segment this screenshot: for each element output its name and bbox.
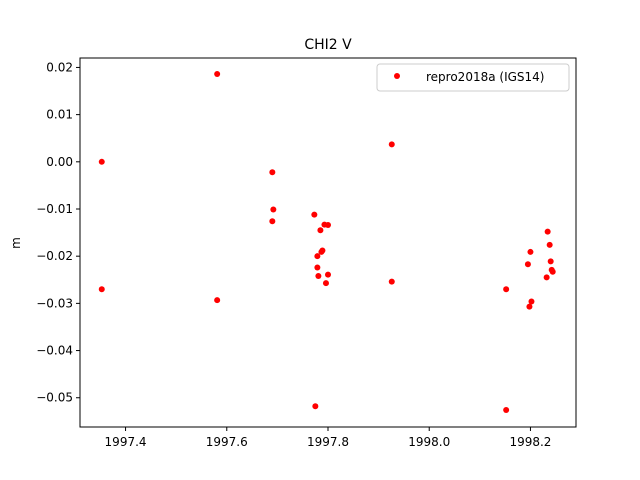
legend-box (376, 63, 570, 92)
data-point (503, 407, 510, 414)
chart-title: CHI2 V (304, 37, 352, 53)
data-point (319, 247, 326, 254)
data-point (549, 268, 556, 275)
data-point (311, 211, 318, 218)
data-point (314, 264, 321, 271)
plot-area: 1997.4 1997.6 1997.8 1998.0 1998.2 0.02 0.01 0.… (36, 60, 556, 449)
x-tick-label: 1997.8 (307, 435, 349, 449)
y-tick-label: 0.02 (46, 60, 73, 74)
y-axis-label: m (9, 237, 23, 249)
data-point (543, 274, 550, 281)
legend-marker (394, 73, 400, 79)
data-point (270, 206, 277, 213)
y-tick-label: −0.04 (36, 344, 73, 358)
y-tick-label: −0.01 (36, 202, 73, 216)
data-point (503, 286, 510, 293)
data-point (546, 241, 553, 248)
x-tick-label: 1997.4 (105, 435, 147, 449)
data-point (325, 222, 331, 229)
data-point (527, 248, 534, 255)
data-point (526, 303, 533, 310)
data-point (98, 286, 105, 293)
data-point (317, 227, 324, 234)
data-point (98, 158, 105, 165)
y-tick-label: −0.02 (36, 249, 73, 263)
data-point (269, 169, 276, 176)
x-tick-label: 1998.0 (408, 435, 450, 449)
axes-frame (79, 57, 577, 428)
data-point (214, 71, 221, 78)
data-point (524, 261, 531, 268)
legend: repro2018a (IGS14) (376, 63, 570, 92)
data-point (388, 278, 395, 285)
data-point (528, 298, 535, 305)
data-point (544, 228, 551, 235)
y-tick-label: 0.00 (46, 155, 73, 169)
legend-label: repro2018a (IGS14) (426, 70, 544, 84)
data-point (547, 258, 554, 265)
y-tick-label: −0.03 (36, 296, 73, 310)
data-point (315, 273, 322, 280)
data-point (325, 271, 331, 278)
x-tick-label: 1997.6 (206, 435, 248, 449)
x-tick-label: 1998.2 (509, 435, 551, 449)
data-point (322, 280, 329, 287)
data-point (312, 403, 319, 410)
data-point (214, 297, 221, 304)
y-tick-label: 0.01 (46, 108, 73, 122)
data-point (388, 141, 395, 148)
data-point (314, 253, 321, 260)
data-point (269, 218, 276, 225)
y-tick-label: −0.05 (36, 391, 73, 405)
